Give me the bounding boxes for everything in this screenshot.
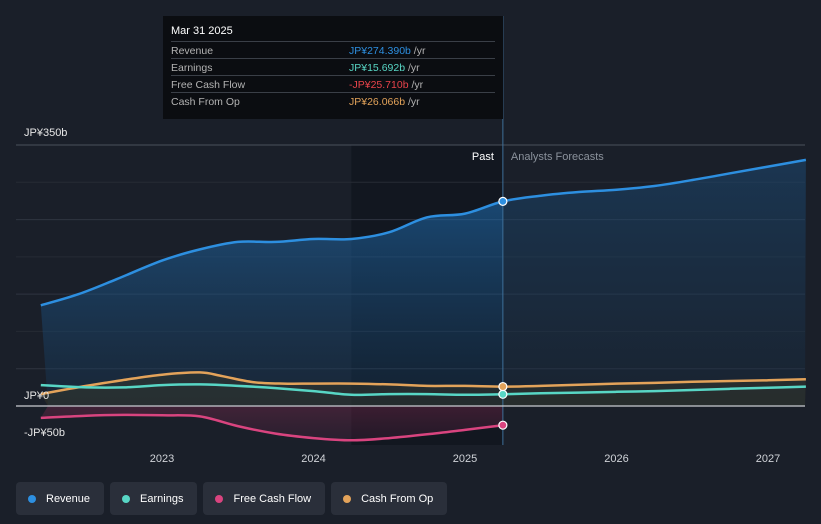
tooltip-unit: /yr (410, 45, 426, 57)
tooltip-row-earnings: Earnings JP¥15.692b /yr (171, 58, 495, 76)
tooltip-value-wrap: -JP¥25.710b /yr (349, 79, 423, 91)
free-cash-flow-line (40, 413, 504, 442)
cash-from-op-line (40, 371, 806, 396)
tooltip-row-cash-from-op: Cash From Op JP¥26.066b /yr (171, 92, 495, 110)
tooltip-value: JP¥15.692b (349, 62, 406, 74)
legend-item-free-cash-flow[interactable]: Free Cash Flow (203, 482, 326, 515)
tooltip-unit: /yr (405, 62, 420, 74)
y-axis-label: JP¥350b (24, 127, 67, 139)
forecast-label: Analysts Forecasts (511, 151, 604, 163)
tooltip-value-wrap: JP¥15.692b /yr (349, 62, 420, 74)
tooltip-value-wrap: JP¥274.390b /yr (349, 45, 425, 57)
y-axis-label: -JP¥50b (24, 427, 65, 439)
earnings-marker (498, 389, 508, 399)
tooltip-label: Revenue (171, 45, 214, 57)
y-axis-label: JP¥0 (24, 390, 49, 402)
x-axis-tick-label: 2023 (150, 453, 174, 465)
revenue-area-forecast (502, 159, 806, 406)
tooltip-row-revenue: Revenue JP¥274.390b /yr (171, 41, 495, 59)
tooltip-label: Free Cash Flow (171, 79, 246, 91)
revenue-marker (498, 196, 508, 206)
tooltip-label: Cash From Op (171, 96, 240, 108)
x-axis-tick-label: 2026 (604, 453, 628, 465)
legend-label: Free Cash Flow (233, 492, 312, 505)
revenue-area-past (40, 201, 503, 406)
tooltip-value: JP¥26.066b (349, 96, 406, 108)
legend-label: Cash From Op (361, 492, 434, 505)
earnings-line (40, 383, 806, 397)
cash-from-op-dot-icon (343, 494, 352, 503)
cash-from-op-area (40, 372, 806, 406)
cash-from-op-marker (498, 381, 508, 392)
tooltip: Mar 31 2025 Revenue JP¥274.390b /yr Earn… (163, 16, 503, 119)
x-axis-tick-label: 2024 (301, 453, 325, 465)
tooltip-row-free-cash-flow: Free Cash Flow -JP¥25.710b /yr (171, 75, 495, 93)
free-cash-flow-dot-icon (215, 494, 224, 503)
legend-label: Earnings (140, 492, 184, 505)
revenue-line (40, 158, 807, 307)
x-axis-tick-label: 2025 (453, 453, 477, 465)
legend-label: Revenue (46, 492, 91, 505)
x-axis-tick-label: 2027 (756, 453, 780, 465)
legend-item-cash-from-op[interactable]: Cash From Op (331, 482, 448, 515)
past-label: Past (472, 151, 494, 163)
free-cash-flow-marker (498, 420, 508, 430)
tooltip-unit: /yr (408, 79, 424, 91)
tooltip-value-wrap: JP¥26.066b /yr (349, 96, 420, 108)
tooltip-date: Mar 31 2025 (171, 25, 233, 37)
tooltip-value: JP¥274.390b (349, 45, 411, 57)
tooltip-value: -JP¥25.710b (349, 79, 409, 91)
legend-item-earnings[interactable]: Earnings (110, 482, 198, 515)
tooltip-label: Earnings (171, 62, 213, 74)
revenue-dot-icon (28, 494, 36, 503)
tooltip-unit: /yr (405, 96, 420, 108)
legend: Revenue Earnings Free Cash Flow Cash Fro… (16, 482, 448, 515)
earnings-dot-icon (122, 494, 131, 503)
legend-item-revenue[interactable]: Revenue (16, 482, 105, 515)
